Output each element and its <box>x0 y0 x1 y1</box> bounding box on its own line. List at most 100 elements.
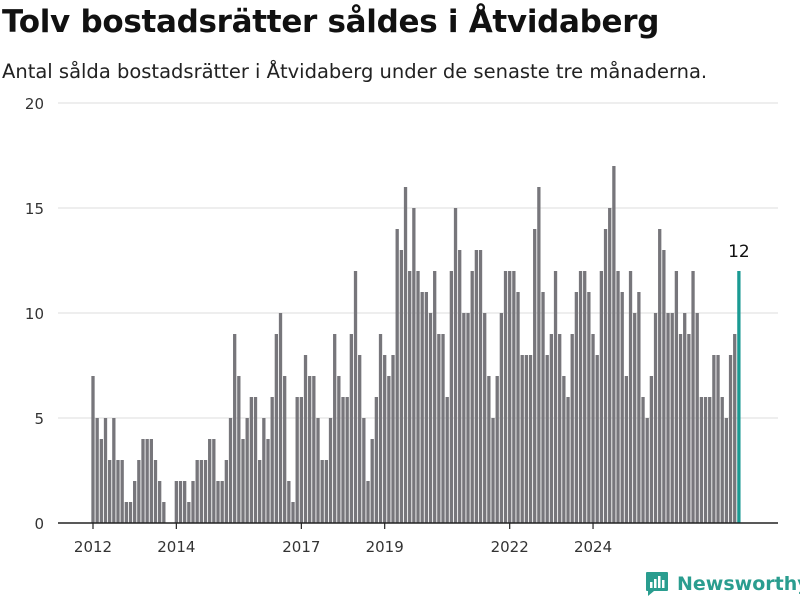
bar <box>266 439 270 523</box>
bar <box>274 334 278 523</box>
bar <box>708 397 712 523</box>
bar <box>412 208 416 523</box>
bar <box>528 355 533 523</box>
bar <box>228 418 233 523</box>
bar <box>416 271 420 523</box>
bar <box>183 481 187 523</box>
bar <box>503 271 508 523</box>
brand-name: Newsworthy <box>677 573 800 595</box>
bar <box>474 250 479 523</box>
bar <box>349 334 353 523</box>
bar <box>145 439 149 523</box>
bar <box>270 397 274 523</box>
bar <box>549 334 554 523</box>
bar <box>703 397 708 523</box>
bar <box>283 376 287 523</box>
bar <box>645 418 649 523</box>
bar <box>124 502 128 523</box>
bar <box>153 460 158 523</box>
bar <box>491 418 495 523</box>
bar <box>658 229 662 523</box>
bar <box>141 439 145 523</box>
y-tick-label: 15 <box>25 200 44 218</box>
bar <box>387 376 391 523</box>
bar <box>258 460 262 523</box>
bar <box>120 460 124 523</box>
bar <box>362 418 366 523</box>
bar <box>695 313 699 523</box>
bar <box>674 271 679 523</box>
bar <box>599 271 604 523</box>
bar <box>487 376 491 523</box>
bar <box>545 355 549 523</box>
bar <box>249 397 253 523</box>
bar <box>587 292 591 523</box>
bar <box>512 271 516 523</box>
bar <box>653 313 658 523</box>
bar <box>366 481 370 523</box>
bar <box>578 271 583 523</box>
x-tick-label: 2022 <box>491 538 529 556</box>
bar <box>728 355 733 523</box>
bar <box>278 313 283 523</box>
bar <box>245 418 249 523</box>
bar <box>458 250 462 523</box>
chart-title: Tolv bostadsrätter såldes i Åtvidaberg <box>2 4 660 40</box>
x-tick-label: 2024 <box>574 538 612 556</box>
bar <box>420 292 424 523</box>
bar <box>583 271 587 523</box>
bar <box>91 376 95 523</box>
bar <box>199 460 203 523</box>
bar <box>441 334 445 523</box>
bar <box>320 460 324 523</box>
bar <box>133 481 137 523</box>
bar <box>208 439 212 523</box>
bar <box>495 376 499 523</box>
bar <box>566 397 570 523</box>
y-tick-label: 0 <box>34 515 44 533</box>
bar <box>99 439 103 523</box>
y-tick-label: 10 <box>25 305 44 323</box>
bar <box>649 376 654 523</box>
bar <box>574 292 579 523</box>
bar <box>203 460 208 523</box>
bar <box>720 397 724 523</box>
bar <box>162 502 166 523</box>
bar <box>553 271 558 523</box>
brand-logo[interactable]: Newsworthy <box>645 569 800 599</box>
bar <box>537 187 541 523</box>
annotation-label: 12 <box>728 242 750 262</box>
bar <box>324 460 328 523</box>
bar <box>287 481 291 523</box>
bar <box>403 187 408 523</box>
bar <box>466 313 470 523</box>
bar <box>678 334 683 523</box>
bar <box>237 376 241 523</box>
bar <box>241 439 245 523</box>
bar <box>174 481 178 523</box>
bar <box>262 418 266 523</box>
bar <box>395 229 399 523</box>
bar <box>437 334 441 523</box>
bar <box>520 355 524 523</box>
bar <box>524 355 529 523</box>
bar <box>195 460 199 523</box>
x-tick-label: 2014 <box>157 538 195 556</box>
bar <box>462 313 466 523</box>
bar <box>433 271 437 523</box>
bar <box>253 397 258 523</box>
bar <box>295 397 299 523</box>
bar <box>733 334 737 523</box>
bar <box>666 313 670 523</box>
bar <box>212 439 216 523</box>
bar <box>724 418 729 523</box>
bar <box>616 271 620 523</box>
annotation: 12 <box>728 242 750 262</box>
bar <box>483 313 487 523</box>
bar <box>391 355 395 523</box>
x-tick-label: 2017 <box>282 538 320 556</box>
bar <box>508 271 512 523</box>
bar <box>408 271 412 523</box>
bar <box>620 292 624 523</box>
